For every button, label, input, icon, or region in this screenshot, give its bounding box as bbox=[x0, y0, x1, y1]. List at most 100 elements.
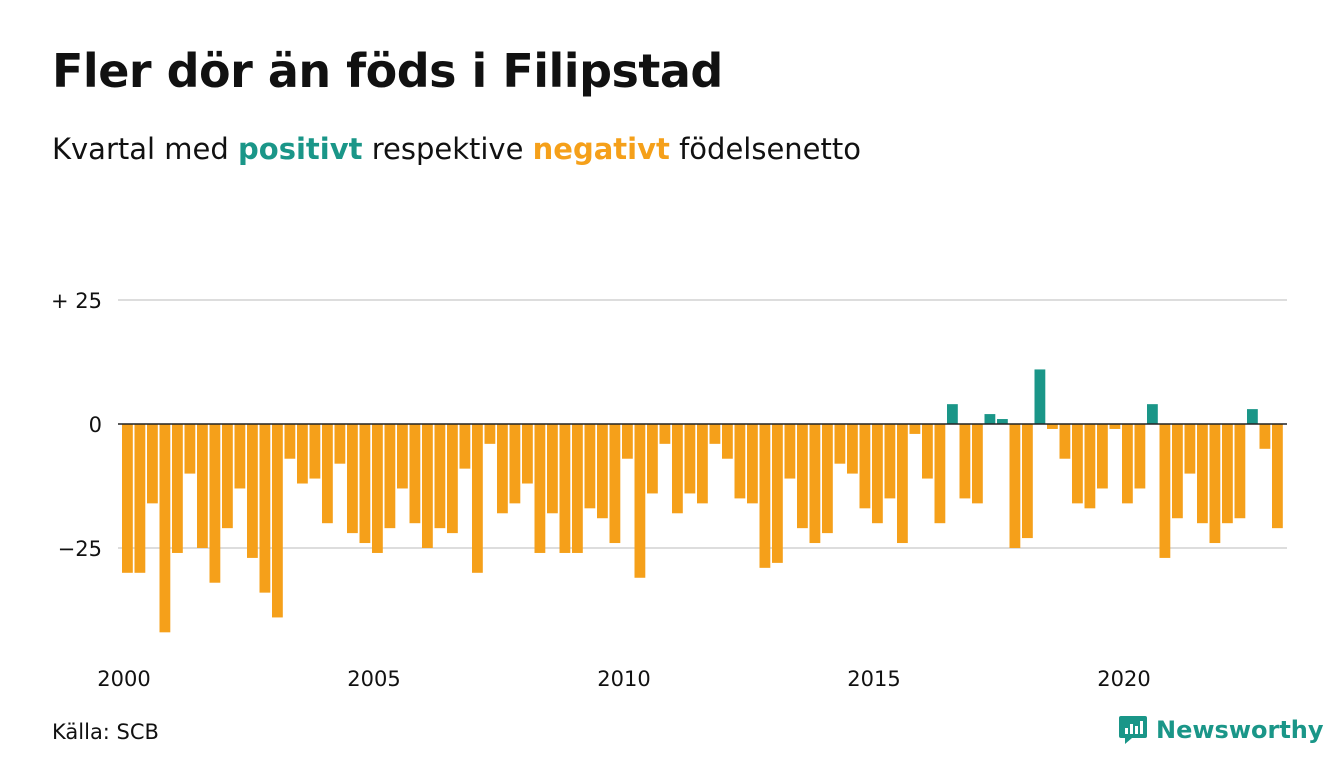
bar bbox=[434, 424, 446, 529]
bar bbox=[1047, 424, 1058, 429]
subtitle-suffix: födelsenetto bbox=[669, 132, 861, 166]
bar bbox=[309, 424, 321, 479]
bar bbox=[359, 424, 371, 544]
bar bbox=[797, 424, 808, 529]
bar bbox=[134, 424, 146, 573]
bar bbox=[1184, 424, 1196, 474]
brand-name: Newsworthy bbox=[1156, 716, 1324, 744]
bar bbox=[172, 424, 183, 553]
bar bbox=[997, 419, 1008, 424]
x-tick-label: 2005 bbox=[347, 667, 400, 691]
bar bbox=[497, 424, 508, 514]
bar bbox=[322, 424, 333, 524]
subtitle-positive-label: positivt bbox=[238, 132, 363, 166]
bar bbox=[834, 424, 846, 464]
bar bbox=[1022, 424, 1033, 539]
bar bbox=[722, 424, 733, 459]
bar bbox=[634, 424, 646, 578]
bar bbox=[884, 424, 896, 499]
bar bbox=[472, 424, 483, 573]
bar bbox=[459, 424, 471, 469]
bar bbox=[509, 424, 521, 504]
bar bbox=[709, 424, 721, 444]
bar bbox=[397, 424, 408, 489]
bar bbox=[1209, 424, 1221, 544]
bar bbox=[672, 424, 683, 514]
bar bbox=[409, 424, 421, 524]
bar bbox=[659, 424, 671, 444]
bar bbox=[697, 424, 708, 504]
bar bbox=[959, 424, 971, 499]
bar bbox=[347, 424, 358, 534]
bar bbox=[547, 424, 558, 514]
bar bbox=[747, 424, 758, 504]
bar bbox=[1009, 424, 1021, 548]
x-tick-label: 2010 bbox=[597, 667, 650, 691]
y-tick-label: 0 bbox=[89, 413, 102, 437]
bar bbox=[1197, 424, 1208, 524]
gridlines bbox=[118, 299, 1287, 549]
bar bbox=[1234, 424, 1246, 519]
bar bbox=[334, 424, 346, 464]
bar bbox=[784, 424, 796, 479]
bar bbox=[972, 424, 983, 504]
bar bbox=[734, 424, 746, 499]
bar bbox=[1072, 424, 1083, 504]
bar bbox=[622, 424, 633, 459]
bar bbox=[1134, 424, 1146, 489]
bar bbox=[447, 424, 458, 534]
bar bbox=[872, 424, 883, 524]
bar bbox=[684, 424, 696, 494]
bar bbox=[597, 424, 608, 519]
subtitle-prefix: Kvartal med bbox=[52, 132, 239, 166]
x-tick-label: 2020 bbox=[1097, 667, 1150, 691]
bar bbox=[822, 424, 833, 534]
bar bbox=[1059, 424, 1071, 459]
bar bbox=[572, 424, 583, 553]
brand-logo[interactable]: Newsworthy bbox=[1118, 714, 1324, 746]
bar bbox=[1159, 424, 1171, 558]
bar bbox=[122, 424, 133, 573]
bar bbox=[1222, 424, 1233, 524]
bar bbox=[859, 424, 871, 509]
bar bbox=[209, 424, 221, 583]
bar bbox=[559, 424, 571, 553]
bar bbox=[584, 424, 596, 509]
bar bbox=[759, 424, 771, 568]
bar bbox=[297, 424, 308, 484]
bar bbox=[222, 424, 233, 529]
bar bbox=[159, 424, 171, 633]
bar bbox=[922, 424, 933, 479]
y-tick-label: −25 bbox=[58, 537, 102, 561]
bar bbox=[484, 424, 496, 444]
x-tick-label: 2000 bbox=[97, 667, 150, 691]
bar bbox=[647, 424, 658, 494]
bar bbox=[234, 424, 246, 489]
bar bbox=[1034, 369, 1046, 424]
x-tick-label: 2015 bbox=[847, 667, 900, 691]
bar bbox=[1247, 409, 1258, 424]
bar bbox=[384, 424, 396, 529]
bar bbox=[247, 424, 258, 558]
bar bbox=[422, 424, 433, 548]
bar bbox=[897, 424, 908, 544]
bar bbox=[909, 424, 921, 434]
bar bbox=[984, 414, 996, 424]
y-tick-label: + 25 bbox=[51, 289, 102, 313]
bar bbox=[372, 424, 383, 553]
chart-subtitle: Kvartal med positivt respektive negativt… bbox=[52, 132, 861, 166]
bar bbox=[1084, 424, 1096, 509]
bar bbox=[609, 424, 621, 544]
bar bbox=[1097, 424, 1108, 489]
subtitle-middle: respektive bbox=[362, 132, 533, 166]
newsworthy-logo-icon bbox=[1119, 716, 1147, 744]
bar bbox=[934, 424, 946, 524]
bar bbox=[534, 424, 546, 553]
bar bbox=[772, 424, 783, 563]
bar bbox=[1172, 424, 1183, 519]
bar bbox=[522, 424, 533, 484]
bar bbox=[809, 424, 821, 544]
bar bbox=[1272, 424, 1283, 529]
bar bbox=[1147, 404, 1158, 424]
